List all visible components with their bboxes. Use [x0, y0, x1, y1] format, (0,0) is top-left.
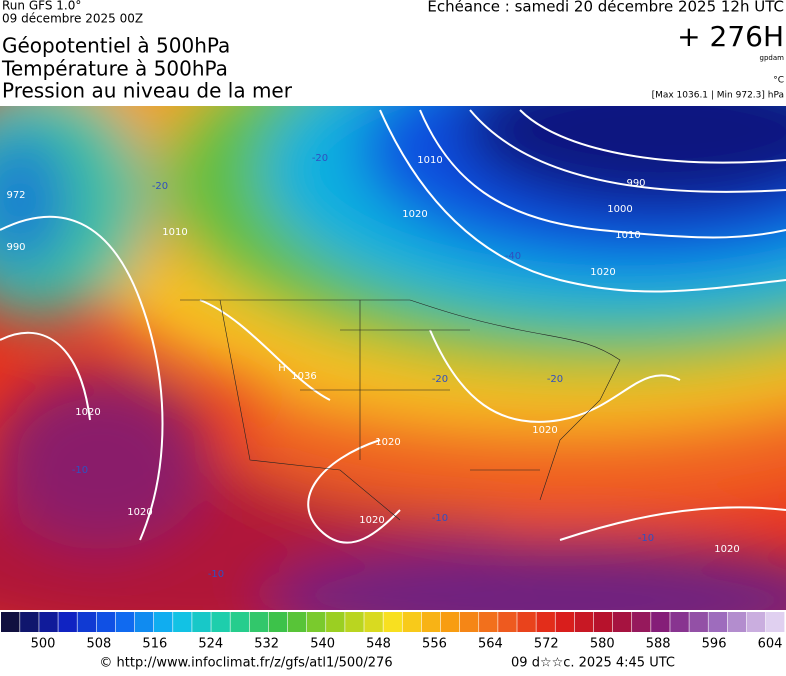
- map-label: 1010: [162, 227, 187, 238]
- colorbar-swatch: [498, 612, 517, 632]
- colorbar-swatch: [96, 612, 116, 632]
- colorbar-swatch: [173, 612, 192, 632]
- source: © http://www.infoclimat.fr/z/gfs/atl1/50…: [99, 656, 392, 671]
- temp-label: -40: [505, 251, 521, 262]
- map-label: 1020: [127, 507, 152, 518]
- colorbar-label: 500: [31, 637, 56, 652]
- title: Géopotentiel à 500hPa: [2, 34, 230, 58]
- colorbar-swatch: [632, 612, 651, 632]
- timestamp: 09 d☆☆c. 2025 4:45 UTC: [511, 656, 675, 671]
- map-label: 1010: [417, 155, 442, 166]
- map-label: 1010: [615, 230, 640, 241]
- map-label: 990: [6, 242, 25, 253]
- colorbar-swatch: [612, 612, 632, 632]
- colorbar-swatch: [249, 612, 269, 632]
- map-label: 1020: [532, 425, 557, 436]
- map-label: 1020: [75, 407, 100, 418]
- unit: gpdam: [760, 54, 785, 62]
- colorbar-swatch: [345, 612, 364, 632]
- colorbar-swatch: [153, 612, 173, 632]
- colorbar-swatch: [765, 612, 785, 632]
- extremes: [Max 1036.1 | Min 972.3] hPa: [652, 91, 784, 101]
- colorbar-label: 532: [254, 637, 279, 652]
- map-label: 972: [6, 190, 25, 201]
- colorbar-swatch: [306, 612, 326, 632]
- colorbar-label: 580: [590, 637, 615, 652]
- colorbar-swatch: [134, 612, 154, 632]
- colorbar-swatch: [555, 612, 575, 632]
- map-label: 990: [626, 178, 645, 189]
- colorbar-swatch: [746, 612, 766, 632]
- valid-time: Echéance : samedi 20 décembre 2025 12h U…: [427, 0, 784, 16]
- map-label: 1020: [359, 515, 384, 526]
- run: Run GFS 1.0°: [2, 0, 81, 13]
- colorbar-swatch: [708, 612, 728, 632]
- colorbar-label: 588: [646, 637, 671, 652]
- colorbar-swatch: [58, 612, 77, 632]
- colorbar-swatch: [192, 612, 211, 632]
- map-label: 1020: [402, 209, 427, 220]
- colorbar-swatch: [230, 612, 249, 632]
- temp-label: -20: [432, 374, 448, 385]
- colorbar-swatch: [115, 612, 135, 632]
- colorbar-swatch: [479, 612, 498, 632]
- temp-label: -20: [547, 374, 563, 385]
- unit: °C: [773, 76, 784, 86]
- map: 972 990 1010 1020 1036 H 1010 990 1000 1…: [0, 106, 786, 610]
- colorbar-swatch: [211, 612, 230, 632]
- colorbar: 500 508 516 524 532 540 548 556 564 572 580 588 596 6…: [1, 612, 785, 652]
- colorbar-swatch: [20, 612, 39, 632]
- map-label: 1020: [590, 267, 615, 278]
- temp-label: -10: [208, 569, 224, 580]
- colorbar-label: 564: [478, 637, 503, 652]
- colorbar-label: 524: [198, 637, 223, 652]
- colorbar-swatch: [574, 612, 594, 632]
- colorbar-swatch: [364, 612, 383, 632]
- colorbar-swatch: [287, 612, 307, 632]
- temp-label: -20: [152, 181, 168, 192]
- colorbar-swatch: [77, 612, 97, 632]
- colorbar-swatch: [593, 612, 613, 632]
- colorbar-swatch: [536, 612, 555, 632]
- colorbar-swatch: [727, 612, 747, 632]
- lead-time: + 276H: [677, 20, 784, 53]
- colorbar-swatch: [39, 612, 58, 632]
- map-label: 1020: [375, 437, 400, 448]
- map-label: H: [278, 363, 286, 374]
- colorbar-swatch: [268, 612, 288, 632]
- map-label: 1036: [291, 371, 316, 382]
- temp-label: -10: [432, 513, 448, 524]
- colorbar-swatch: [689, 612, 708, 632]
- colorbar-label: 596: [702, 637, 727, 652]
- colorbar-swatch: [651, 612, 670, 632]
- colorbar-label: 556: [422, 637, 447, 652]
- colorbar-swatch: [440, 612, 460, 632]
- colorbar-label: 604: [758, 637, 783, 652]
- colorbar-label: 508: [87, 637, 112, 652]
- colorbar-label: 548: [366, 637, 391, 652]
- colorbar-label: 540: [310, 637, 335, 652]
- colorbar-swatch: [517, 612, 536, 632]
- colorbar-swatch: [670, 612, 689, 632]
- colorbar-swatch: [1, 612, 20, 632]
- map-label: 1020: [714, 544, 739, 555]
- colorbar-swatch: [402, 612, 422, 632]
- temp-label: -10: [638, 533, 654, 544]
- colorbar-label: 516: [142, 637, 167, 652]
- colorbar-swatch: [326, 612, 345, 632]
- map-label: 1000: [607, 204, 632, 215]
- colorbar-label: 572: [534, 637, 559, 652]
- temp-label: -10: [72, 465, 88, 476]
- colorbar-swatch: [383, 612, 402, 632]
- colorbar-swatch: [421, 612, 441, 632]
- title: Température à 500hPa: [1, 57, 228, 81]
- temp-label: -20: [312, 153, 328, 164]
- run-date: 09 décembre 2025 00Z: [2, 12, 143, 26]
- colorbar-swatch: [459, 612, 479, 632]
- title: Pression au niveau de la mer: [2, 79, 293, 103]
